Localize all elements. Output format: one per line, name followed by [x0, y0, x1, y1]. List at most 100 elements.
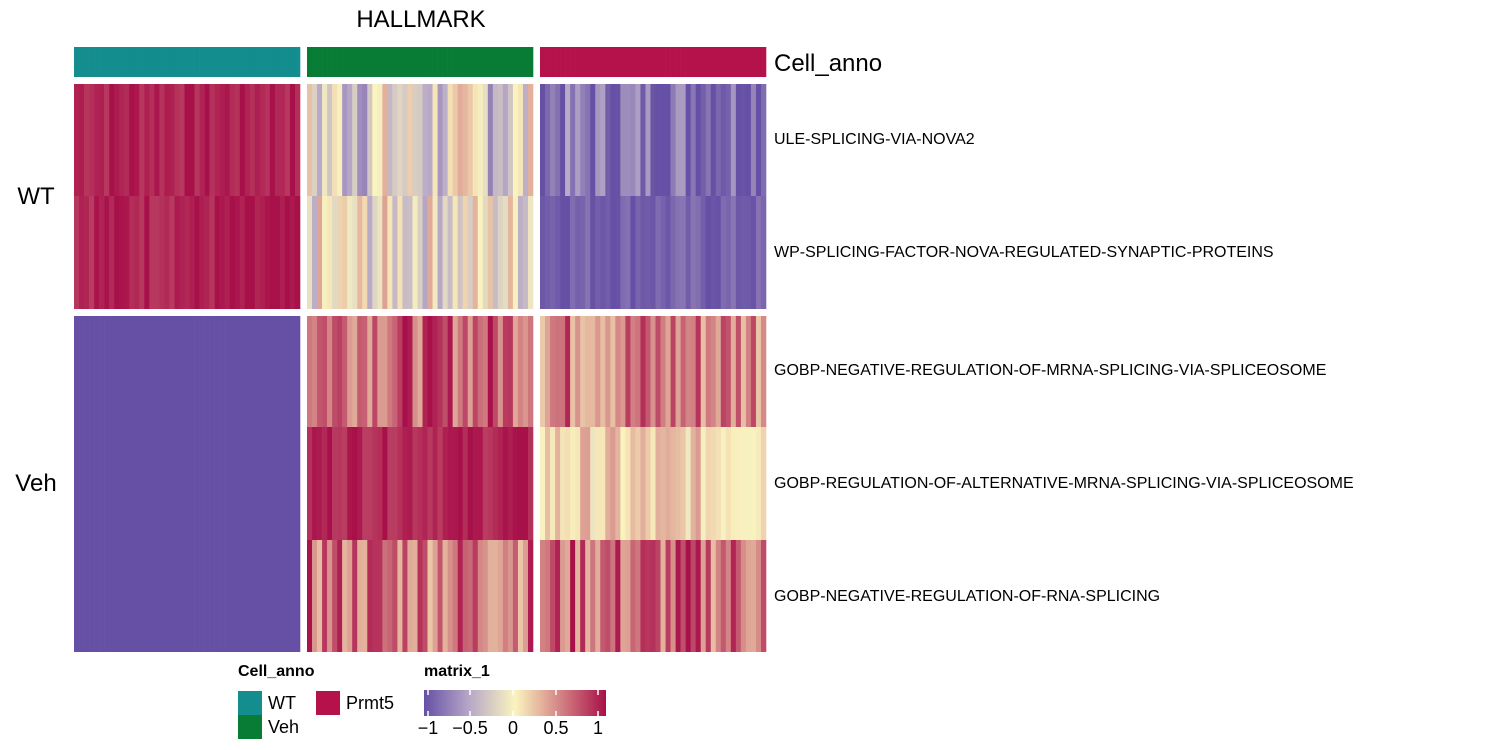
heatmap-cell — [710, 196, 717, 309]
heatmap-cell — [640, 196, 646, 309]
annotation-cell-veh — [412, 47, 418, 77]
heatmap-cell — [224, 196, 230, 309]
heatmap-cell — [134, 316, 140, 427]
heatmap-cell — [502, 316, 509, 427]
heatmap-cell — [720, 316, 727, 427]
heatmap-cell — [392, 540, 398, 652]
heatmap-cell — [447, 84, 453, 196]
annotation-cell-veh — [417, 47, 423, 77]
heatmap-cell — [610, 196, 616, 309]
annotation-cell-prmt5 — [695, 47, 702, 77]
heatmap-cell — [204, 427, 210, 540]
heatmap-cell — [174, 540, 180, 652]
heatmap-cell — [497, 316, 504, 427]
heatmap-cell — [279, 427, 286, 540]
heatmap-cell — [79, 84, 85, 196]
heatmap-cell — [517, 196, 524, 309]
annotation-cell-prmt5 — [620, 47, 626, 77]
legend-label-veh: Veh — [268, 716, 300, 737]
heatmap-cell — [665, 540, 671, 652]
heatmap-cell — [580, 196, 586, 309]
heatmap-cell — [94, 540, 100, 652]
heatmap-cell — [497, 427, 504, 540]
annotation-cell-veh — [362, 47, 368, 77]
heatmap-cell — [472, 84, 479, 196]
heatmap-cell — [695, 540, 702, 652]
heatmap-cell — [149, 316, 155, 427]
heatmap-cell — [502, 196, 509, 309]
heatmap-cell — [555, 84, 561, 196]
annotation-cell-veh — [487, 47, 494, 77]
heatmap-cell — [199, 316, 205, 427]
heatmap-cell — [134, 540, 140, 652]
heatmap-cell — [164, 427, 170, 540]
heatmap-cell — [362, 427, 368, 540]
heatmap-cell — [527, 540, 534, 652]
heatmap-cell — [575, 84, 581, 196]
heatmap-cell — [585, 316, 591, 427]
heatmap-cell — [417, 427, 423, 540]
annotation-cell-wt — [94, 47, 100, 77]
heatmap-cell — [585, 84, 591, 196]
heatmap-cell — [487, 196, 494, 309]
heatmap-cell — [740, 316, 747, 427]
heatmap-cell — [595, 316, 601, 427]
heatmap-cell — [620, 316, 626, 427]
heatmap-cell — [635, 316, 641, 427]
heatmap-cell — [104, 540, 110, 652]
heatmap-cell — [452, 84, 458, 196]
heatmap-cell — [715, 196, 722, 309]
heatmap-cell — [452, 316, 458, 427]
heatmap-cell — [710, 316, 717, 427]
heatmap-cell — [432, 540, 438, 652]
heatmap-cell — [705, 540, 712, 652]
heatmap-cell — [219, 84, 225, 196]
annotation-cell-wt — [144, 47, 150, 77]
heatmap-cell — [184, 427, 190, 540]
heatmap-cell — [580, 316, 586, 427]
annotation-cell-prmt5 — [595, 47, 601, 77]
heatmap-cell — [432, 84, 438, 196]
heatmap-cell — [555, 427, 561, 540]
heatmap-cell — [462, 427, 469, 540]
heatmap-cell — [259, 196, 266, 309]
annotation-cell-veh — [407, 47, 413, 77]
annotation-cell-prmt5 — [555, 47, 561, 77]
annotation-cell-prmt5 — [675, 47, 681, 77]
heatmap-cell — [750, 196, 757, 309]
annotation-cell-veh — [322, 47, 328, 77]
annotation-cell-wt — [189, 47, 195, 77]
heatmap-cell — [685, 196, 691, 309]
heatmap-cell — [750, 316, 757, 427]
heatmap-cell — [99, 316, 105, 427]
heatmap-cell — [109, 540, 115, 652]
heatmap-cell — [705, 316, 712, 427]
heatmap-cell — [467, 316, 474, 427]
heatmap-cell — [477, 540, 484, 652]
annotation-cell-prmt5 — [610, 47, 616, 77]
heatmap-cell — [174, 316, 180, 427]
heatmap-cell — [322, 316, 328, 427]
heatmap-cell — [522, 84, 529, 196]
heatmap-cell — [427, 427, 433, 540]
heatmap-cell — [715, 84, 722, 196]
heatmap-cell — [477, 196, 484, 309]
heatmap-cell — [412, 316, 418, 427]
annotation-cell-prmt5 — [560, 47, 566, 77]
heatmap-cell — [442, 196, 448, 309]
heatmap-cell — [149, 196, 155, 309]
heatmap-cell — [94, 316, 100, 427]
heatmap-cell — [322, 196, 328, 309]
heatmap-cell — [462, 196, 469, 309]
heatmap-cell — [154, 427, 160, 540]
heatmap-cell — [159, 540, 165, 652]
heatmap-cell — [219, 196, 225, 309]
heatmap-cell — [264, 540, 271, 652]
heatmap-cell — [367, 84, 373, 196]
heatmap-cell — [590, 196, 596, 309]
heatmap-cell — [269, 84, 276, 196]
heatmap-cell — [750, 84, 757, 196]
legend-item-prmt5: Prmt5 — [316, 691, 394, 715]
heatmap-cell — [615, 84, 621, 196]
annotation-cell-wt — [244, 47, 251, 77]
